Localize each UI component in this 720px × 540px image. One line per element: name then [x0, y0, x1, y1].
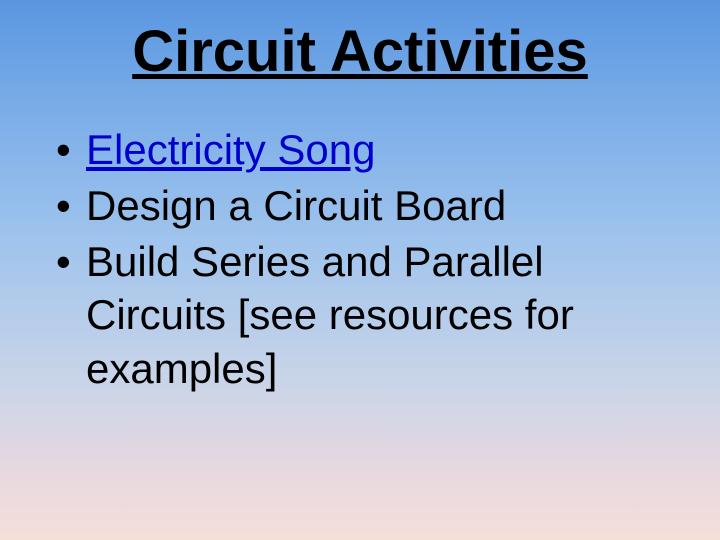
- list-item: Design a Circuit Board: [56, 179, 672, 233]
- electricity-song-link[interactable]: Electricity Song: [86, 126, 375, 173]
- bullet-text: Design a Circuit Board: [86, 182, 506, 229]
- slide: Circuit Activities Electricity Song Desi…: [0, 0, 720, 540]
- list-item: Electricity Song: [56, 123, 672, 177]
- slide-title: Circuit Activities: [0, 0, 720, 123]
- list-item: Build Series and Parallel Circuits [see …: [56, 235, 672, 396]
- bullet-list: Electricity Song Design a Circuit Board …: [0, 123, 720, 396]
- bullet-text: Build Series and Parallel Circuits [see …: [86, 238, 574, 393]
